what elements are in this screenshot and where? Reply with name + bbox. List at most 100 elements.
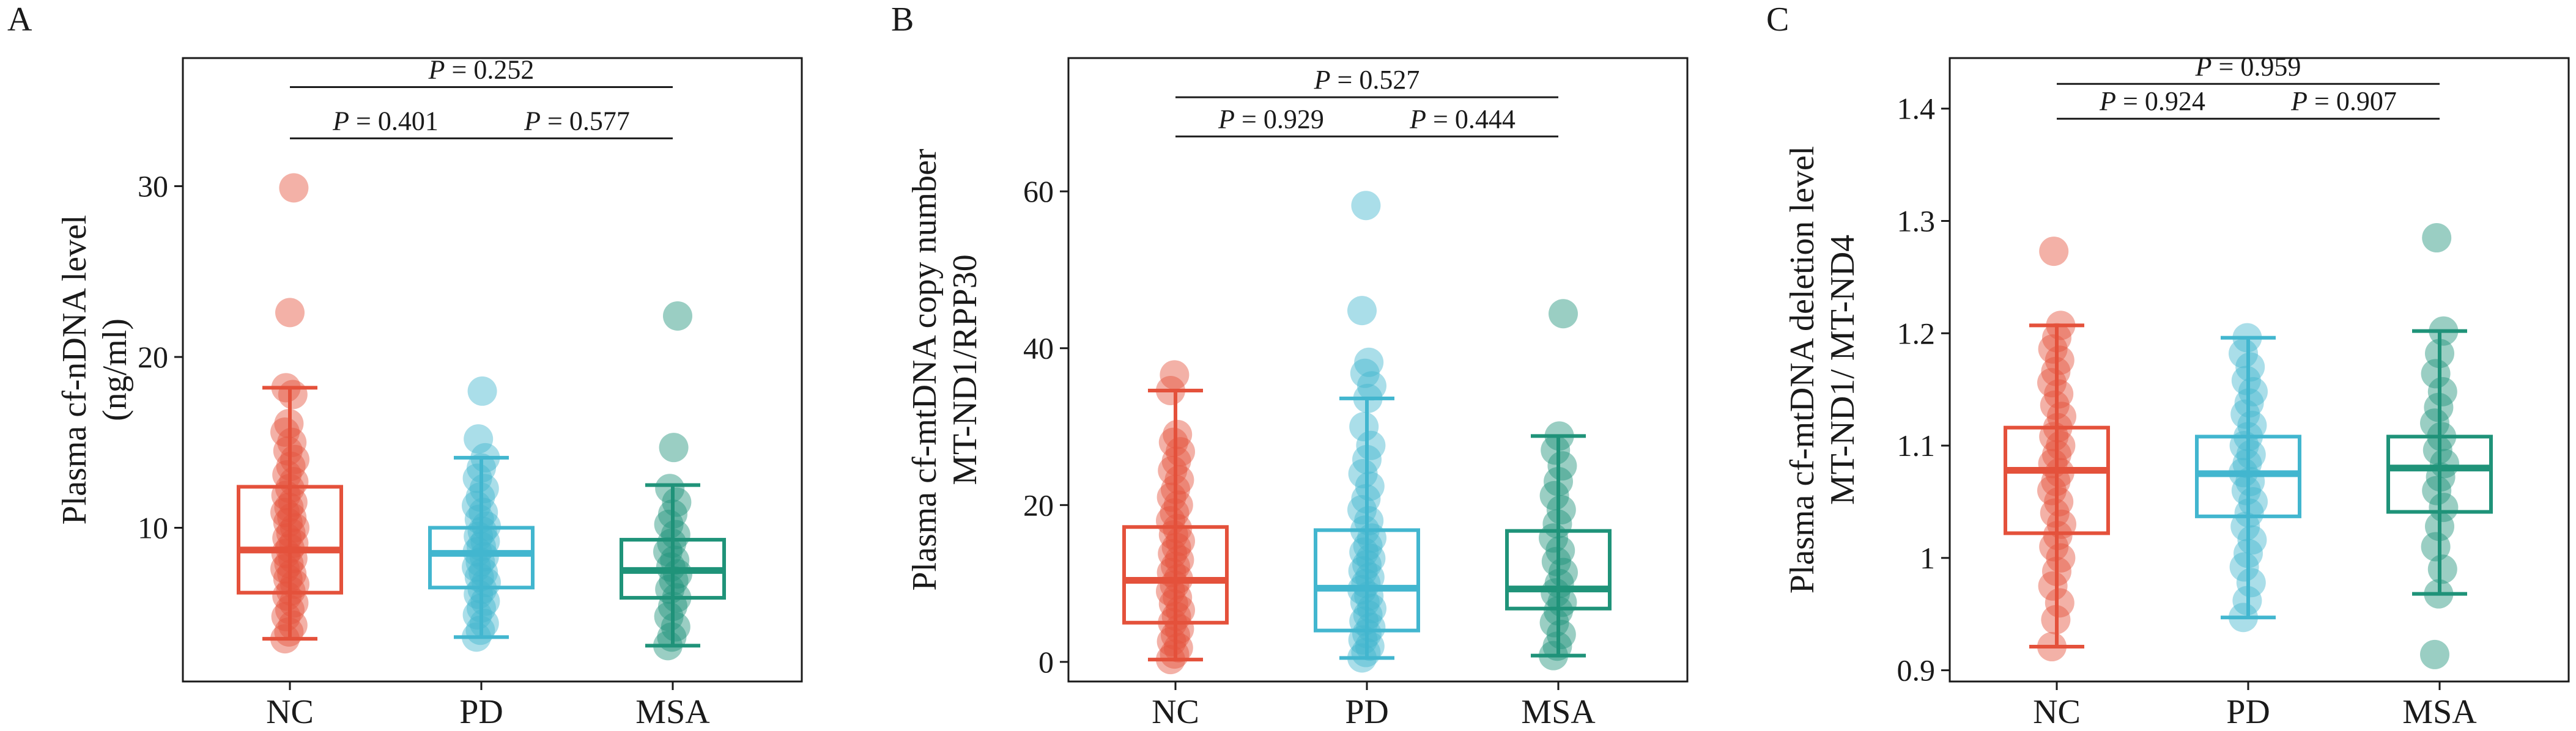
data-point (1544, 421, 1574, 451)
data-point (662, 583, 692, 613)
data-point (1356, 543, 1386, 573)
data-point (2046, 543, 2076, 573)
data-point (2045, 588, 2074, 618)
p-value-text: = 0.907 (2308, 86, 2397, 116)
data-point (279, 173, 309, 203)
data-point (464, 521, 494, 551)
panel-letter: A (7, 1, 32, 39)
comparison-nc-msa: P = 0.252 (290, 55, 673, 89)
group-nc: NC (237, 173, 343, 731)
comparison-pd-msa: P = 0.444 (1367, 104, 1558, 138)
plot-frame (1949, 57, 2570, 683)
data-point (274, 549, 304, 579)
data-points (1156, 360, 1195, 675)
group-msa: MSA (2386, 223, 2493, 731)
data-point (1156, 376, 1185, 405)
data-point (2040, 390, 2070, 420)
data-point (276, 576, 306, 606)
y-axis-title-line: MT-ND1/ MT-ND4 (1824, 235, 1862, 505)
data-point (1541, 435, 1571, 465)
p-value-text: = 0.252 (445, 55, 535, 85)
p-symbol: P (332, 106, 349, 136)
data-point (273, 508, 303, 538)
iqr-box (1505, 529, 1612, 611)
data-point (469, 608, 499, 638)
data-point (278, 610, 308, 640)
p-value-label: P = 0.924 (2099, 86, 2205, 116)
data-point (1164, 614, 1194, 644)
comparison-pd-msa: P = 0.907 (2248, 86, 2440, 120)
data-point (2424, 392, 2454, 422)
data-point (1352, 444, 1382, 474)
p-symbol: P (2195, 51, 2212, 81)
data-point (271, 538, 301, 568)
data-point (2427, 422, 2457, 452)
data-point (2229, 339, 2258, 369)
p-symbol: P (2290, 86, 2308, 116)
data-point (1544, 466, 1573, 496)
data-point (1357, 523, 1386, 553)
data-point (276, 451, 306, 481)
data-point (2422, 435, 2452, 465)
category-label: MSA (635, 693, 710, 728)
group-nc: NC (2004, 237, 2110, 731)
data-point (2041, 466, 2071, 496)
data-point (2037, 368, 2067, 398)
data-point (1349, 606, 1379, 636)
data-point (280, 513, 309, 543)
data-point (1161, 474, 1190, 504)
data-point (270, 498, 300, 527)
p-symbol: P (1218, 104, 1235, 134)
data-point (2424, 579, 2454, 609)
data-point (1158, 608, 1188, 637)
data-point (2421, 532, 2451, 562)
data-point (1158, 538, 1188, 568)
data-point (663, 301, 692, 331)
category-label: MSA (2402, 693, 2477, 728)
data-point (656, 552, 686, 582)
data-point (277, 559, 307, 589)
data-point (277, 502, 307, 532)
p-value-text: = 0.929 (1235, 104, 1324, 134)
data-point (1546, 620, 1576, 650)
data-point (658, 592, 687, 622)
category-label: NC (1152, 693, 1199, 728)
iqr-box (2386, 435, 2493, 514)
group-pd: PD (428, 376, 535, 731)
iqr-box (428, 526, 535, 590)
data-point (1164, 465, 1194, 495)
data-point (1156, 505, 1185, 535)
data-point (272, 460, 302, 490)
data-point (655, 474, 685, 504)
data-point (470, 443, 500, 472)
data-point (1351, 637, 1381, 667)
p-value-label: P = 0.959 (2195, 51, 2301, 81)
data-point (271, 373, 301, 403)
data-point (272, 523, 302, 553)
data-point (1158, 427, 1188, 457)
data-point (1163, 490, 1193, 520)
data-point (2045, 345, 2074, 375)
y-tick-label: 0 (1038, 645, 1054, 679)
data-point (467, 516, 497, 546)
p-symbol: P (524, 106, 541, 136)
data-point (2042, 323, 2071, 353)
y-axis-title-line: Plasma cf-mtDNA copy number (906, 149, 944, 591)
data-point (2232, 586, 2262, 615)
data-point (462, 600, 492, 630)
category-label: PD (2226, 693, 2270, 728)
data-point (275, 595, 305, 625)
data-point (2044, 487, 2074, 516)
y-tick-label: 0.9 (1897, 653, 1936, 688)
p-value-label: P = 0.929 (1218, 104, 1324, 134)
data-point (1347, 296, 1377, 326)
data-point (472, 567, 501, 597)
iqr-box (2004, 425, 2110, 535)
data-point (465, 482, 495, 512)
data-point (661, 520, 690, 549)
data-point (278, 487, 308, 517)
data-point (469, 474, 499, 504)
group-pd: PD (2195, 323, 2301, 731)
data-point (270, 417, 300, 447)
data-point (1541, 546, 1571, 576)
